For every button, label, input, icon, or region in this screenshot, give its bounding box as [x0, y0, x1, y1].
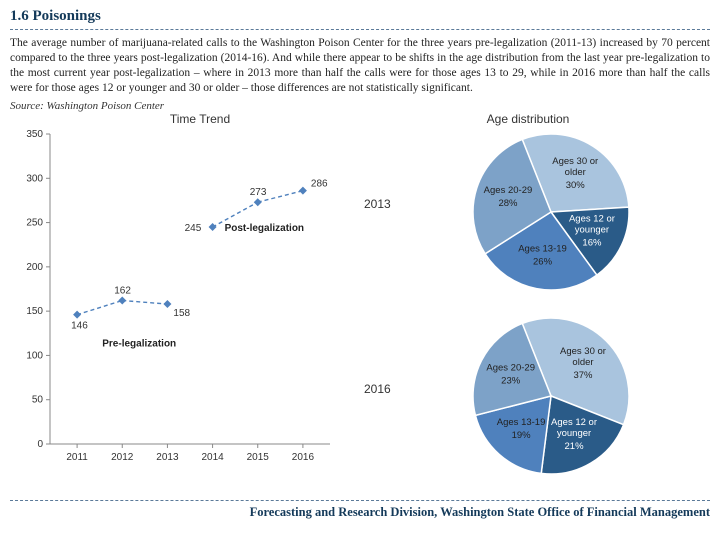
footer-text: Forecasting and Research Division, Washi…: [10, 505, 710, 520]
svg-text:younger: younger: [575, 224, 609, 235]
svg-text:older: older: [572, 357, 593, 368]
svg-text:158: 158: [173, 308, 190, 319]
svg-text:150: 150: [26, 306, 43, 317]
age-distribution-panel: Age distribution 2013 Ages 30 orolder30%…: [358, 112, 698, 492]
svg-text:245: 245: [185, 223, 202, 234]
svg-text:300: 300: [26, 173, 43, 184]
svg-text:2015: 2015: [247, 452, 270, 463]
svg-text:Ages 20-29: Ages 20-29: [484, 185, 533, 196]
svg-text:Pre-legalization: Pre-legalization: [102, 338, 176, 349]
source-line: Source: Washington Poison Center: [10, 100, 710, 112]
svg-text:Ages 30 or: Ages 30 or: [552, 156, 598, 167]
svg-text:286: 286: [311, 178, 328, 189]
svg-text:21%: 21%: [565, 441, 585, 452]
svg-text:Ages 30 or: Ages 30 or: [560, 346, 606, 357]
svg-text:23%: 23%: [501, 375, 521, 386]
svg-text:19%: 19%: [512, 430, 532, 441]
svg-text:350: 350: [26, 129, 43, 140]
svg-text:50: 50: [32, 394, 44, 405]
svg-text:2014: 2014: [201, 452, 224, 463]
svg-text:200: 200: [26, 262, 43, 273]
pie-2016-svg: Ages 30 orolder 37% Ages 12 oryounger 21% Ag…: [406, 308, 696, 483]
body-paragraph: The average number of marijuana-related …: [10, 36, 710, 96]
line-chart-title: Time Trend: [50, 112, 350, 126]
pie-2013-svg: Ages 30 orolder 30% Ages 12 oryounger 16% Ag…: [406, 124, 696, 299]
svg-text:2012: 2012: [111, 452, 134, 463]
svg-text:26%: 26%: [533, 256, 553, 267]
svg-text:162: 162: [114, 285, 131, 296]
svg-text:older: older: [565, 167, 586, 178]
svg-text:Ages 13-19: Ages 13-19: [497, 417, 546, 428]
svg-text:100: 100: [26, 350, 43, 361]
section-title: 1.6 Poisonings: [10, 8, 710, 25]
pie-year-2016: 2016: [364, 382, 391, 396]
line-chart-svg: 0 50 100 150 200 250 300 350 2011 2012 2013 2014 201…: [10, 126, 350, 486]
divider-top: [10, 29, 710, 30]
charts-container: Time Trend 0 50 100 150 200 250 300 350 2011 2012…: [10, 112, 710, 492]
svg-text:0: 0: [37, 439, 43, 450]
svg-text:2011: 2011: [66, 452, 88, 463]
svg-text:250: 250: [26, 217, 43, 228]
svg-text:146: 146: [71, 320, 88, 331]
svg-text:Ages 13-19: Ages 13-19: [518, 243, 567, 254]
svg-text:2013: 2013: [156, 452, 179, 463]
svg-text:Post-legalization: Post-legalization: [225, 223, 304, 234]
time-trend-chart: Time Trend 0 50 100 150 200 250 300 350 2011 2012…: [10, 112, 350, 492]
svg-text:Ages 12 or: Ages 12 or: [551, 417, 597, 428]
svg-text:Ages 20-29: Ages 20-29: [486, 362, 535, 373]
pie-year-2013: 2013: [364, 197, 391, 211]
svg-text:273: 273: [250, 187, 267, 198]
svg-text:37%: 37%: [573, 370, 593, 381]
svg-text:30%: 30%: [566, 180, 586, 191]
divider-bottom: [10, 500, 710, 501]
svg-text:Ages 12 or: Ages 12 or: [569, 213, 615, 224]
svg-text:28%: 28%: [498, 198, 518, 209]
svg-text:2016: 2016: [292, 452, 315, 463]
svg-text:16%: 16%: [582, 237, 602, 248]
svg-text:younger: younger: [557, 428, 591, 439]
